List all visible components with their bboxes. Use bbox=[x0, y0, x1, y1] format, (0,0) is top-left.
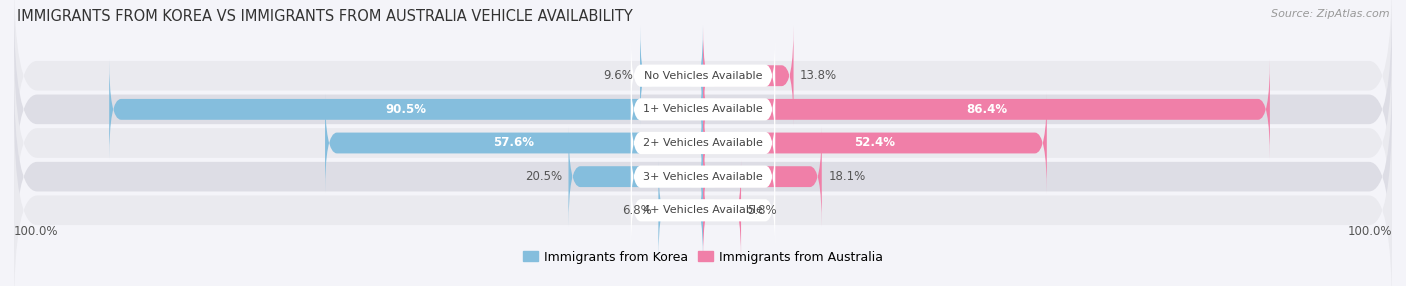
Text: 3+ Vehicles Available: 3+ Vehicles Available bbox=[643, 172, 763, 182]
FancyBboxPatch shape bbox=[640, 25, 703, 126]
Legend: Immigrants from Korea, Immigrants from Australia: Immigrants from Korea, Immigrants from A… bbox=[517, 246, 889, 269]
Text: No Vehicles Available: No Vehicles Available bbox=[644, 71, 762, 81]
FancyBboxPatch shape bbox=[110, 59, 703, 160]
FancyBboxPatch shape bbox=[631, 70, 775, 149]
FancyBboxPatch shape bbox=[325, 93, 703, 193]
Text: 13.8%: 13.8% bbox=[800, 69, 837, 82]
Text: 86.4%: 86.4% bbox=[966, 103, 1007, 116]
FancyBboxPatch shape bbox=[631, 36, 775, 115]
Text: 4+ Vehicles Available: 4+ Vehicles Available bbox=[643, 205, 763, 215]
Text: 1+ Vehicles Available: 1+ Vehicles Available bbox=[643, 104, 763, 114]
FancyBboxPatch shape bbox=[14, 74, 1392, 280]
FancyBboxPatch shape bbox=[14, 6, 1392, 212]
Text: 20.5%: 20.5% bbox=[524, 170, 562, 183]
FancyBboxPatch shape bbox=[631, 171, 775, 250]
Text: 2+ Vehicles Available: 2+ Vehicles Available bbox=[643, 138, 763, 148]
Text: 100.0%: 100.0% bbox=[1347, 225, 1392, 238]
FancyBboxPatch shape bbox=[631, 104, 775, 182]
Text: 5.8%: 5.8% bbox=[748, 204, 778, 217]
Text: Source: ZipAtlas.com: Source: ZipAtlas.com bbox=[1271, 9, 1389, 19]
Text: 6.8%: 6.8% bbox=[621, 204, 652, 217]
FancyBboxPatch shape bbox=[631, 137, 775, 216]
Text: 57.6%: 57.6% bbox=[494, 136, 534, 150]
FancyBboxPatch shape bbox=[14, 0, 1392, 179]
FancyBboxPatch shape bbox=[703, 59, 1270, 160]
Text: 9.6%: 9.6% bbox=[603, 69, 634, 82]
FancyBboxPatch shape bbox=[14, 107, 1392, 286]
Text: 90.5%: 90.5% bbox=[385, 103, 426, 116]
FancyBboxPatch shape bbox=[703, 25, 793, 126]
FancyBboxPatch shape bbox=[703, 160, 741, 261]
FancyBboxPatch shape bbox=[703, 126, 821, 227]
Text: IMMIGRANTS FROM KOREA VS IMMIGRANTS FROM AUSTRALIA VEHICLE AVAILABILITY: IMMIGRANTS FROM KOREA VS IMMIGRANTS FROM… bbox=[17, 9, 633, 23]
Text: 100.0%: 100.0% bbox=[14, 225, 59, 238]
FancyBboxPatch shape bbox=[703, 93, 1047, 193]
FancyBboxPatch shape bbox=[568, 126, 703, 227]
Text: 52.4%: 52.4% bbox=[855, 136, 896, 150]
FancyBboxPatch shape bbox=[658, 160, 703, 261]
FancyBboxPatch shape bbox=[14, 40, 1392, 246]
Text: 18.1%: 18.1% bbox=[828, 170, 866, 183]
